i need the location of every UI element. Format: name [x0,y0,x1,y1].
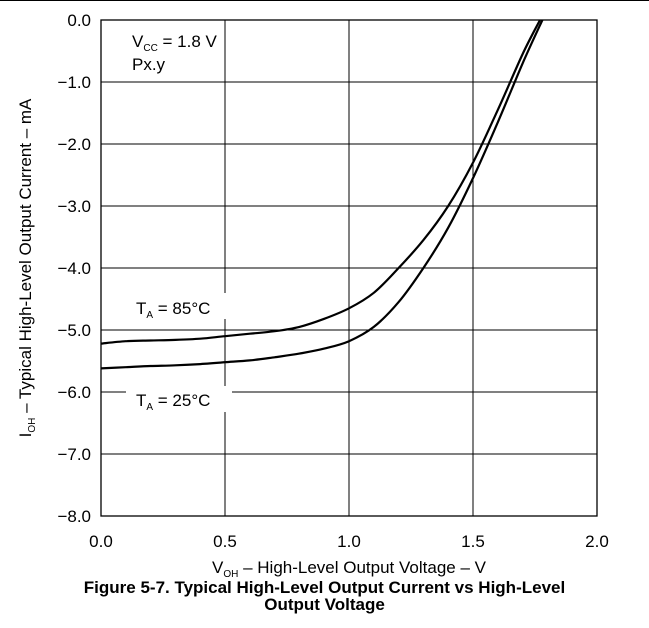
y-tick-label: −4.0 [57,259,91,278]
series-layer [100,19,544,370]
y-tick-label: −7.0 [57,445,91,464]
y-axis-label: IOH – Typical High-Level Output Current … [16,98,38,437]
device-annotation: Px.y [132,55,166,74]
y-tick-label: −3.0 [57,197,91,216]
grid [101,20,597,516]
vcc-annotation: VCC = 1.8 V [132,32,218,54]
x-tick-label: 1.5 [461,532,485,551]
y-tick-labels: 0.0 −1.0 −2.0 −3.0 −4.0 −5.0 −6.0 −7.0 −8.0 [57,11,91,526]
y-tick-label: −5.0 [57,321,91,340]
x-tick-label: 2.0 [585,532,609,551]
x-tick-label: 0.5 [213,532,237,551]
series-label-85c: TA = 85°C [126,293,232,321]
svg-text:TA = 25°C: TA = 25°C [136,391,210,413]
y-tick-label: 0.0 [67,11,91,30]
x-tick-labels: 0.0 0.5 1.0 1.5 2.0 [89,532,609,551]
y-tick-label: −8.0 [57,507,91,526]
x-axis-label: VOH – High-Level Output Voltage – V [212,558,487,580]
series-line-25c [100,19,544,370]
figure-caption-line-2: Output Voltage [264,595,385,614]
y-tick-label: −2.0 [57,135,91,154]
svg-text:TA = 85°C: TA = 85°C [136,299,210,321]
top-rule [0,0,649,1]
figure-caption-line-1: Figure 5-7. Typical High-Level Output Cu… [83,578,566,597]
x-tick-label: 0.0 [89,532,113,551]
y-tick-label: −1.0 [57,73,91,92]
y-tick-label: −6.0 [57,383,91,402]
series-label-25c: TA = 25°C [126,386,232,413]
plot-frame [100,19,598,517]
series-line-85c [100,19,541,345]
x-tick-label: 1.0 [337,532,361,551]
